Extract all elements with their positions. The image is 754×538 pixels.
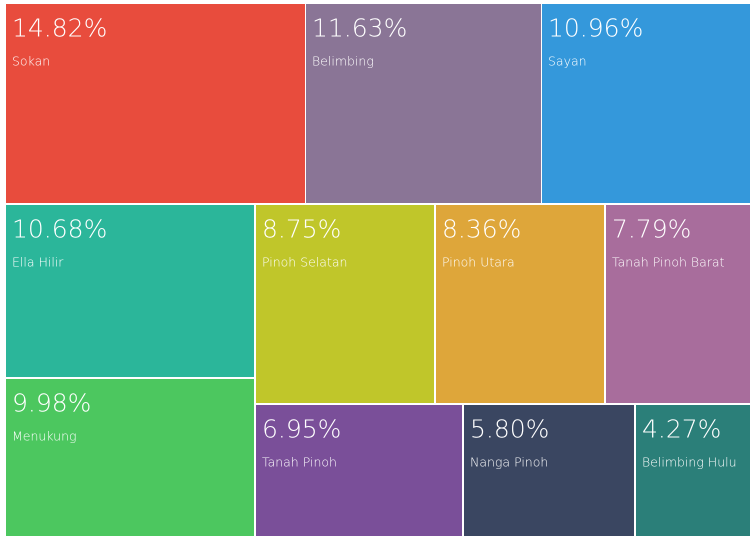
- category-label: Sayan: [548, 54, 587, 69]
- category-label: Belimbing: [312, 54, 374, 69]
- treemap-cell: [464, 405, 634, 536]
- treemap-cell: [256, 405, 462, 536]
- value-label: 9.98%: [12, 388, 91, 417]
- treemap-cell: [436, 205, 604, 403]
- treemap-cell: [6, 205, 254, 377]
- category-label: Tanah Pinoh Barat: [612, 255, 725, 270]
- treemap-cell: [256, 205, 434, 403]
- value-label: 8.75%: [262, 214, 341, 243]
- treemap-cell: [6, 4, 305, 203]
- category-label: Ella Hilir: [12, 255, 64, 270]
- value-label: 10.68%: [12, 214, 107, 243]
- value-label: 11.63%: [312, 13, 407, 42]
- category-label: Belimbing Hulu: [642, 455, 737, 470]
- treemap-cell: [542, 4, 750, 203]
- value-label: 8.36%: [442, 214, 521, 243]
- value-label: 10.96%: [548, 13, 643, 42]
- value-label: 14.82%: [12, 13, 107, 42]
- treemap-cell: [306, 4, 541, 203]
- treemap-cell: [606, 205, 750, 403]
- category-label: Pinoh Selatan: [262, 255, 347, 270]
- category-label: Nanga Pinoh: [470, 455, 548, 470]
- value-label: 5.80%: [470, 414, 549, 443]
- value-label: 7.79%: [612, 214, 691, 243]
- value-label: 6.95%: [262, 414, 341, 443]
- value-label: 4.27%: [642, 414, 721, 443]
- category-label: Pinoh Utara: [442, 255, 515, 270]
- category-label: Tanah Pinoh: [262, 455, 337, 470]
- category-label: Menukung: [12, 429, 77, 444]
- treemap-cell: [6, 379, 254, 536]
- treemap-cell: [636, 405, 750, 536]
- category-label: Sokan: [12, 54, 50, 69]
